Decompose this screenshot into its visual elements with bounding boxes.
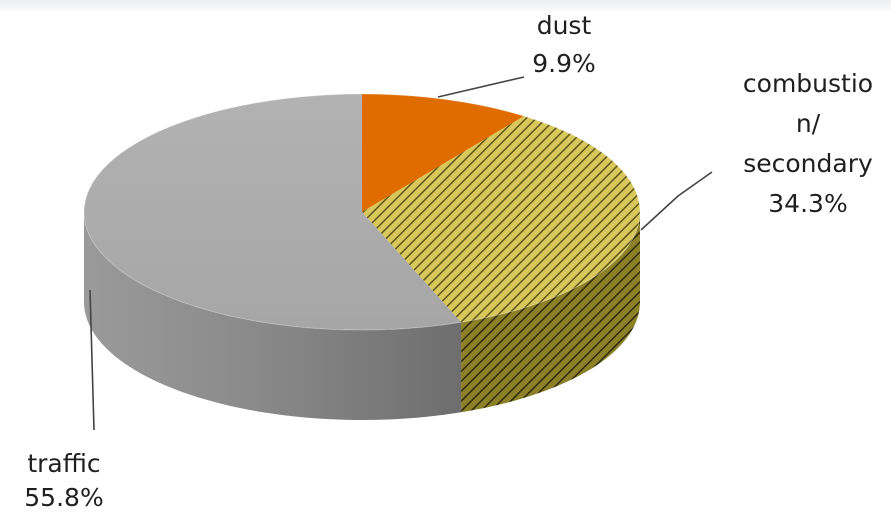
- category-label: dust: [537, 11, 592, 40]
- leader-line-traffic: [89, 289, 95, 431]
- leader-line-dust: [437, 76, 525, 98]
- leader-lines: [89, 76, 713, 431]
- category-label: combustio: [743, 69, 873, 98]
- slice-traffic: [83, 94, 462, 330]
- pie-sides: [84, 212, 640, 420]
- value-label: 55.8%: [24, 483, 103, 512]
- data-label-traffic: traffic 55.8%: [24, 449, 103, 512]
- pie-tops: [83, 93, 641, 331]
- slice-labels: dust 9.9% combustio n/secondary 34.3% traffic…: [24, 11, 873, 512]
- pie-rim: [83, 93, 641, 331]
- slice-combustion-secondary: [362, 116, 641, 323]
- category-label: secondary: [743, 149, 873, 178]
- slice-side-traffic: [84, 212, 462, 420]
- leader-line-combustion-secondary: [640, 171, 713, 231]
- category-label: n/: [796, 109, 821, 138]
- category-label: traffic: [27, 449, 100, 478]
- value-label: 34.3%: [768, 189, 847, 218]
- slice-side-combustion-secondary: [461, 212, 640, 413]
- top-band: [0, 0, 891, 10]
- slice-dust: [362, 94, 524, 212]
- data-label-dust: dust 9.9%: [532, 11, 596, 78]
- value-label: 9.9%: [532, 49, 596, 78]
- data-label-combustion-secondary: combustio n/secondary 34.3%: [743, 69, 873, 218]
